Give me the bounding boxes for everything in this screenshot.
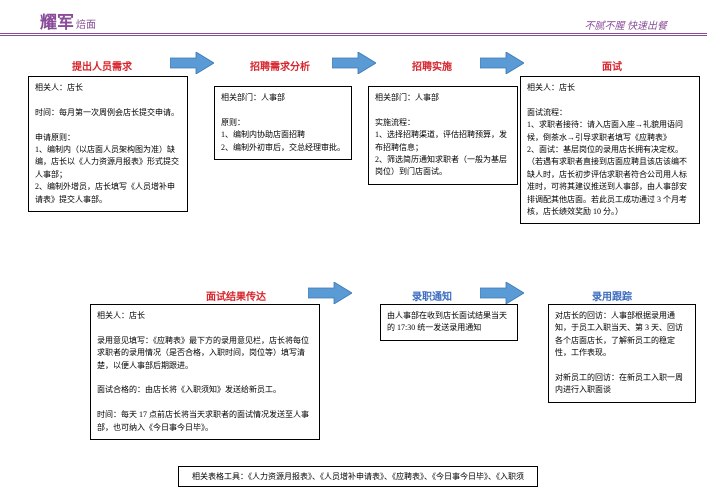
box-step-2: 相关部门：人事部原则：1、编制内协助店面招聘2、编制外初审后，交总经理审批。 (214, 86, 352, 160)
arrow-icon (480, 282, 524, 304)
logo: 耀军焙面 (40, 8, 96, 33)
step-title-4: 面试 (602, 58, 622, 73)
step-title-5: 面试结果传达 (206, 288, 266, 303)
box-step-4: 相关人：店长面试流程：1、求职者接待：请入店面入座→礼貌用语问候，倒茶水→引导求… (520, 76, 700, 224)
logo-sub: 焙面 (76, 20, 96, 31)
step-title-2: 招聘需求分析 (250, 58, 310, 73)
page-header: 耀军焙面 不腻不腥 快速出餐 (0, 14, 707, 36)
box-step-6: 由人事部在收到店长面试结果当天的 17:30 统一发送录用通知 (380, 304, 518, 341)
arrow-icon (480, 52, 524, 74)
box-step-1: 相关人：店长时间：每月第一次周例会店长提交申请。申请原则：1、编制内（以店面人员… (28, 76, 188, 212)
logo-main: 耀军 (40, 13, 74, 32)
footer-tools: 相关表格工具：《人力资源月报表》、《人员增补申请表》、《应聘表》、《今日事今日毕… (178, 466, 538, 487)
box-step-7: 对店长的回访：人事部根据录用通知，于员工入职当天、第 3 天、回访各个店面店长，… (548, 304, 696, 403)
step-title-6: 录职通知 (412, 288, 452, 303)
step-title-3: 招聘实施 (412, 58, 452, 73)
arrow-icon (332, 52, 376, 74)
box-step-3: 相关部门：人事部实施流程：1、选择招聘渠道，评估招聘预算，发布招聘信息；2、筛选… (368, 86, 518, 185)
arrow-icon (308, 282, 352, 304)
step-title-7: 录用跟踪 (592, 288, 632, 303)
step-title-1: 提出人员需求 (72, 58, 132, 73)
box-step-5: 相关人：店长录用意见填写：《应聘表》最下方的录用意见栏，店长将每位求职者的录用情… (90, 304, 320, 440)
slogan: 不腻不腥 快速出餐 (585, 17, 668, 33)
arrow-icon (170, 52, 214, 74)
